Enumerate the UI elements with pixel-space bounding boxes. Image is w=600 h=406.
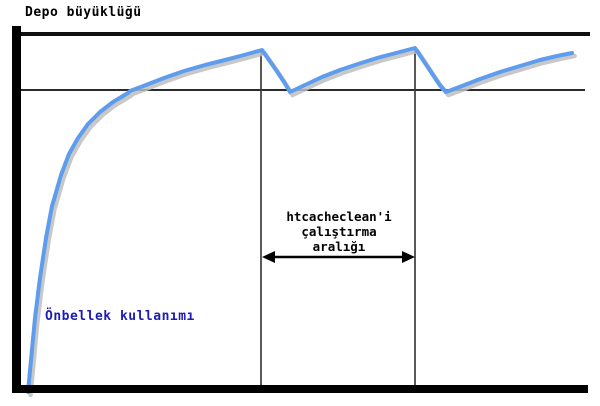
annotation-line-3: aralığı (312, 239, 366, 254)
interval-arrow-head-right (402, 251, 415, 263)
annotation-line-1: htcacheclean'i (286, 209, 392, 224)
cache-usage-curve (26, 46, 574, 394)
cache-usage-curve-shadow (28, 48, 577, 398)
cache-usage-label: Önbellek kullanımı (45, 309, 195, 324)
interval-arrow-head-left (262, 251, 275, 263)
storage-size-title: Depo büyüklüğü (25, 5, 142, 20)
y-axis (12, 26, 21, 393)
cleanup-interval-annotation: htcacheclean'i çalıştırma aralığı (286, 209, 391, 254)
x-axis (12, 385, 588, 393)
annotation-line-2: çalıştırma (301, 224, 377, 239)
